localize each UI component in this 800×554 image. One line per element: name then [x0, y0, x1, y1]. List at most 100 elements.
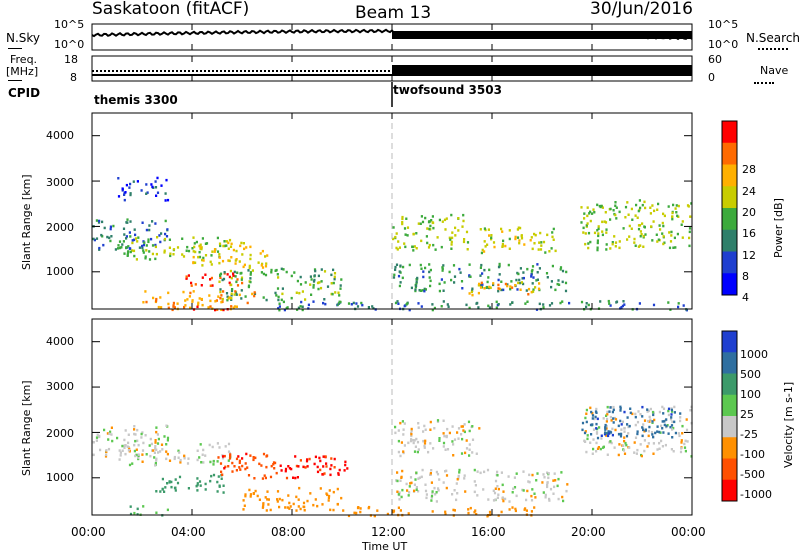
power-echo-cell — [209, 284, 212, 287]
velocity-echo-cell — [596, 436, 600, 440]
velocity-echo-cell — [244, 467, 247, 471]
power-echo-cell — [125, 235, 128, 238]
power-echo-cell — [234, 290, 237, 293]
velocity-echo-cell — [134, 439, 137, 443]
power-echo-cell — [130, 249, 134, 252]
velocity-echo-cell — [154, 439, 157, 442]
power-echo-cell — [599, 300, 602, 303]
power-echo-cell — [293, 271, 296, 274]
power-echo-cell — [667, 205, 670, 208]
power-echo-cell — [604, 211, 607, 214]
velocity-echo-cell — [671, 420, 674, 424]
power-echo-cell — [135, 258, 138, 261]
velocity-echo-cell — [288, 467, 291, 470]
power-echo-cell — [204, 254, 208, 257]
velocity-echo-cell — [245, 452, 248, 456]
power-echo-cell — [186, 298, 189, 301]
velocity-echo-cell — [170, 480, 173, 484]
power-echo-cell — [275, 268, 278, 272]
power-echo-cell — [210, 276, 213, 280]
velocity-echo-cell — [263, 474, 266, 477]
power-echo-cell — [404, 233, 407, 236]
velocity-echo-cell — [119, 454, 122, 457]
velocity-echo-cell — [156, 433, 159, 436]
velocity-echo-cell — [492, 489, 495, 492]
power-echo-cell — [159, 296, 162, 299]
power-echo-cell — [218, 242, 222, 245]
power-echo-cell — [550, 247, 553, 250]
power-echo-cell — [518, 239, 521, 242]
power-echo-cell — [539, 231, 542, 235]
power-echo-cell — [191, 247, 194, 250]
power-echo-cell — [277, 276, 280, 279]
power-echo-cell — [230, 294, 233, 297]
velocity-echo-cell — [626, 416, 629, 419]
power-echo-cell — [428, 270, 431, 274]
power-echo-cell — [129, 182, 132, 186]
power-echo-cell — [656, 208, 659, 211]
power-echo-cell — [427, 246, 431, 249]
velocity-echo-cell — [451, 493, 454, 496]
velocity-colorbar-segment — [722, 373, 737, 396]
velocity-echo-cell — [647, 434, 650, 438]
velocity-echo-cell — [673, 420, 676, 424]
nave-right-tick-top: 60 — [708, 53, 722, 66]
velocity-echo-cell — [457, 474, 460, 478]
velocity-echo-cell — [647, 409, 650, 413]
velocity-echo-cell — [141, 449, 145, 452]
power-echo-cell — [479, 228, 482, 231]
velocity-echo-cell — [400, 475, 403, 479]
power-echo-cell — [118, 240, 122, 243]
power-echo-cell — [673, 236, 676, 240]
power-echo-cell — [412, 232, 415, 236]
power-echo-cell — [558, 283, 561, 286]
power-echo-cell — [517, 281, 520, 285]
velocity-echo-cell — [620, 423, 623, 426]
velocity-echo-cell — [677, 432, 680, 435]
power-echo-cell — [614, 245, 617, 248]
power-echo-cell — [605, 231, 608, 234]
power-echo-cell — [164, 199, 167, 202]
power-echo-cell — [210, 254, 213, 257]
velocity-echo-cell — [157, 451, 160, 454]
velocity-echo-cell — [435, 500, 438, 503]
velocity-echo-cell — [591, 417, 594, 420]
velocity-colorbar-segment — [722, 331, 737, 353]
velocity-echo-cell — [276, 498, 279, 501]
power-echo-cell — [323, 270, 327, 273]
power-echo-cell — [631, 218, 634, 221]
velocity-echo-cell — [581, 428, 584, 432]
velocity-echo-cell — [421, 468, 424, 472]
velocity-echo-cell — [416, 450, 419, 454]
velocity-echo-cell — [394, 431, 397, 435]
power-echo-cell — [670, 230, 673, 234]
power-echo-cell — [319, 286, 323, 290]
power-echo-cell — [614, 213, 617, 217]
velocity-echo-cell — [148, 444, 151, 447]
velocity-echo-cell — [224, 465, 227, 469]
power-echo-cell — [457, 217, 460, 220]
power-echo-cell — [497, 265, 501, 269]
velocity-echo-cell — [156, 442, 160, 445]
velocity-echo-cell — [409, 482, 412, 485]
power-echo-cell — [142, 301, 145, 304]
power-echo-cell — [556, 282, 559, 286]
velocity-echo-cell — [415, 471, 418, 474]
velocity-echo-cell — [306, 465, 309, 468]
velocity-echo-cell — [211, 445, 214, 449]
velocity-echo-cell — [611, 410, 614, 414]
power-echo-cell — [614, 201, 617, 204]
power-echo-cell — [192, 290, 195, 293]
velocity-echo-cell — [136, 428, 139, 432]
power-echo-cell — [236, 271, 239, 274]
velocity-echo-cell — [456, 492, 459, 495]
power-echo-cell — [127, 250, 130, 253]
power-echo-cell — [591, 212, 594, 215]
power-echo-cell — [221, 259, 225, 263]
power-echo-cell — [538, 267, 541, 270]
velocity-echo-cell — [141, 453, 144, 456]
velocity-echo-cell — [332, 508, 335, 512]
velocity-echo-cell — [202, 448, 205, 452]
velocity-echo-cell — [463, 474, 466, 477]
velocity-echo-cell — [636, 448, 639, 452]
